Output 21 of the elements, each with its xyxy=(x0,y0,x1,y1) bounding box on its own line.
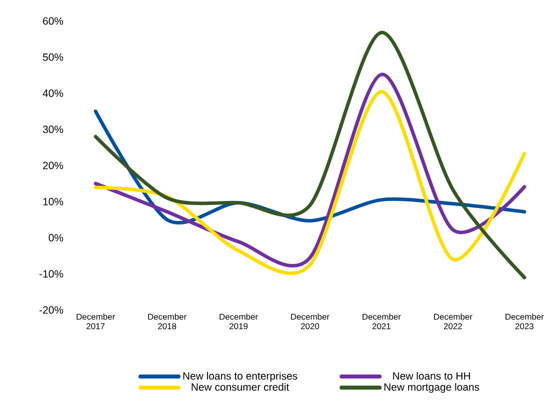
y-tick-label: 20% xyxy=(43,162,64,170)
y-tick-label: 0% xyxy=(48,234,64,242)
y-tick-label: -10% xyxy=(40,270,64,278)
y-tick-label: 60% xyxy=(43,17,64,25)
y-tick-label: -20% xyxy=(40,306,64,314)
legend-label: New loans to enterprises xyxy=(183,372,298,382)
x-tick-label: December 2021 xyxy=(362,314,401,330)
x-tick-label: December 2018 xyxy=(148,314,186,330)
y-tick-label: 50% xyxy=(42,53,64,61)
legend-label: New loans to HH xyxy=(393,372,470,380)
legend-label: New consumer credit xyxy=(192,383,290,391)
x-tick-label: December 2020 xyxy=(291,314,330,330)
legend-label: New mortgage loans xyxy=(384,383,480,393)
x-tick-label: December 2023 xyxy=(506,314,544,330)
y-tick-label: 40% xyxy=(42,90,64,97)
x-tick-label: December 2017 xyxy=(76,314,115,330)
y-tick-label: 10% xyxy=(43,198,64,206)
y-tick-label: 30% xyxy=(42,126,64,134)
x-tick-label: December 2022 xyxy=(434,314,472,330)
line-series xyxy=(94,30,526,280)
x-tick-label: December 2019 xyxy=(220,314,258,330)
